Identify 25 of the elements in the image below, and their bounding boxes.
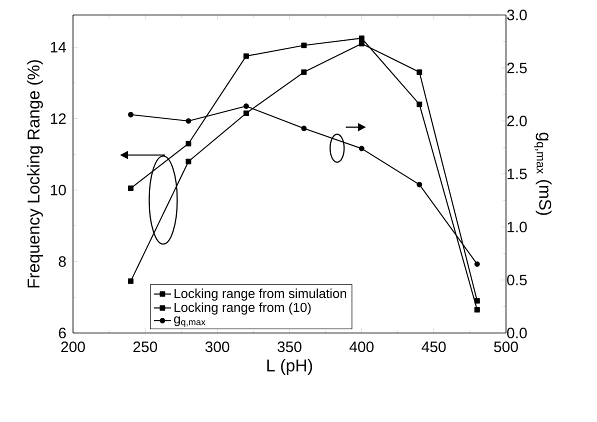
y-tick-label: 14 <box>50 42 66 52</box>
y-tick-label: 10 <box>50 184 66 196</box>
legend-label: g$_{q,max}$ <box>174 316 206 328</box>
y2-axis-title: g$_{q,max}$ (mS) <box>534 132 552 215</box>
x-tick-label: 250 <box>133 342 158 352</box>
y2-tick-label: 1.5 <box>508 168 527 180</box>
legend-label: Locking range from simulation <box>174 288 346 301</box>
y2-tick-label: 1.0 <box>508 222 527 232</box>
y-tick-label: 6 <box>58 328 66 338</box>
y-tick-label: 8 <box>58 256 66 267</box>
y2-tick-label: 2.0 <box>507 116 527 126</box>
legend-label: Locking range from (10) <box>174 302 311 315</box>
x-tick-label: 300 <box>205 342 230 352</box>
y2-tick-label: 0.0 <box>507 328 527 338</box>
y2-tick-label: 3.0 <box>507 10 527 20</box>
x-tick-label: 500 <box>494 342 518 352</box>
x-tick-label: 200 <box>61 342 85 352</box>
x-tick-label: 400 <box>350 342 374 352</box>
x-tick-label: 450 <box>422 342 446 352</box>
y2-tick-label: 0.5 <box>507 274 527 286</box>
x-axis-title: L (pH) <box>267 359 312 375</box>
y-axis-title: Frequency Locking Range (%) <box>27 60 43 288</box>
y-tick-label: 12 <box>50 113 66 124</box>
y2-tick-label: 2.5 <box>507 62 527 74</box>
x-tick-label: 350 <box>278 342 302 352</box>
